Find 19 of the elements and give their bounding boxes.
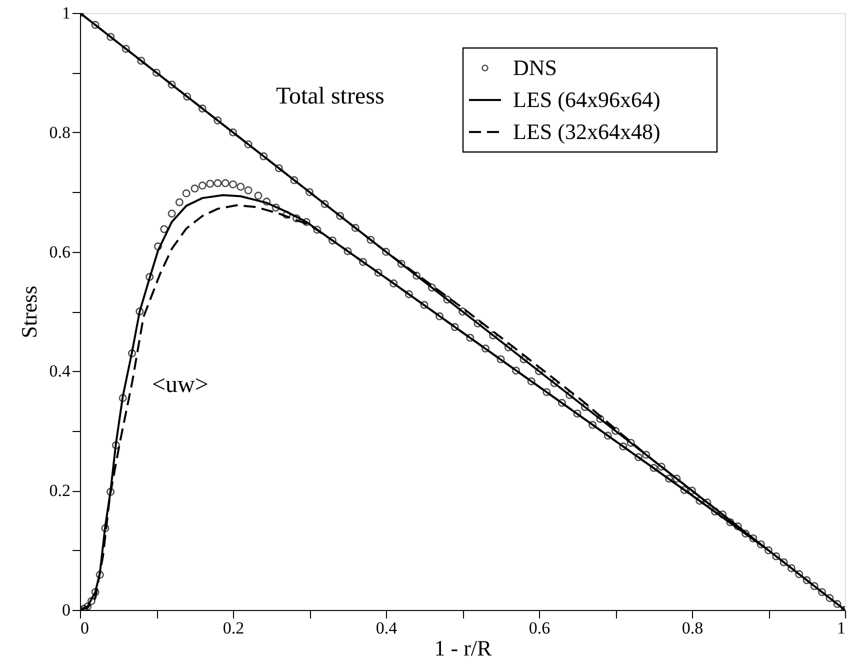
legend-label: DNS [513, 55, 558, 80]
x-tick-label: 0.4 [376, 618, 398, 638]
x-tick-label: 0 [80, 618, 89, 638]
y-tick-label: 1 [62, 4, 70, 22]
annotation: Total stress [276, 84, 384, 110]
x-axis-title: 1 - r/R [434, 636, 492, 660]
y-tick-label: 0 [62, 600, 70, 620]
y-tick-label: 0.4 [49, 362, 71, 381]
y-tick-label: 0.2 [49, 481, 70, 500]
x-tick-label: 0.8 [682, 618, 704, 638]
x-tick-label: 1 [837, 618, 846, 638]
annotation: <uw> [152, 372, 208, 398]
x-tick-label: 0.6 [528, 618, 550, 638]
y-axis-title: Stress [16, 286, 42, 338]
x-tick-label: 0.2 [222, 618, 244, 638]
legend-label: LES (32x64x48) [513, 119, 660, 144]
y-tick-label: 0.8 [49, 122, 70, 142]
y-tick-label: 0.6 [49, 242, 70, 262]
legend-label: LES (64x96x64) [513, 87, 660, 112]
